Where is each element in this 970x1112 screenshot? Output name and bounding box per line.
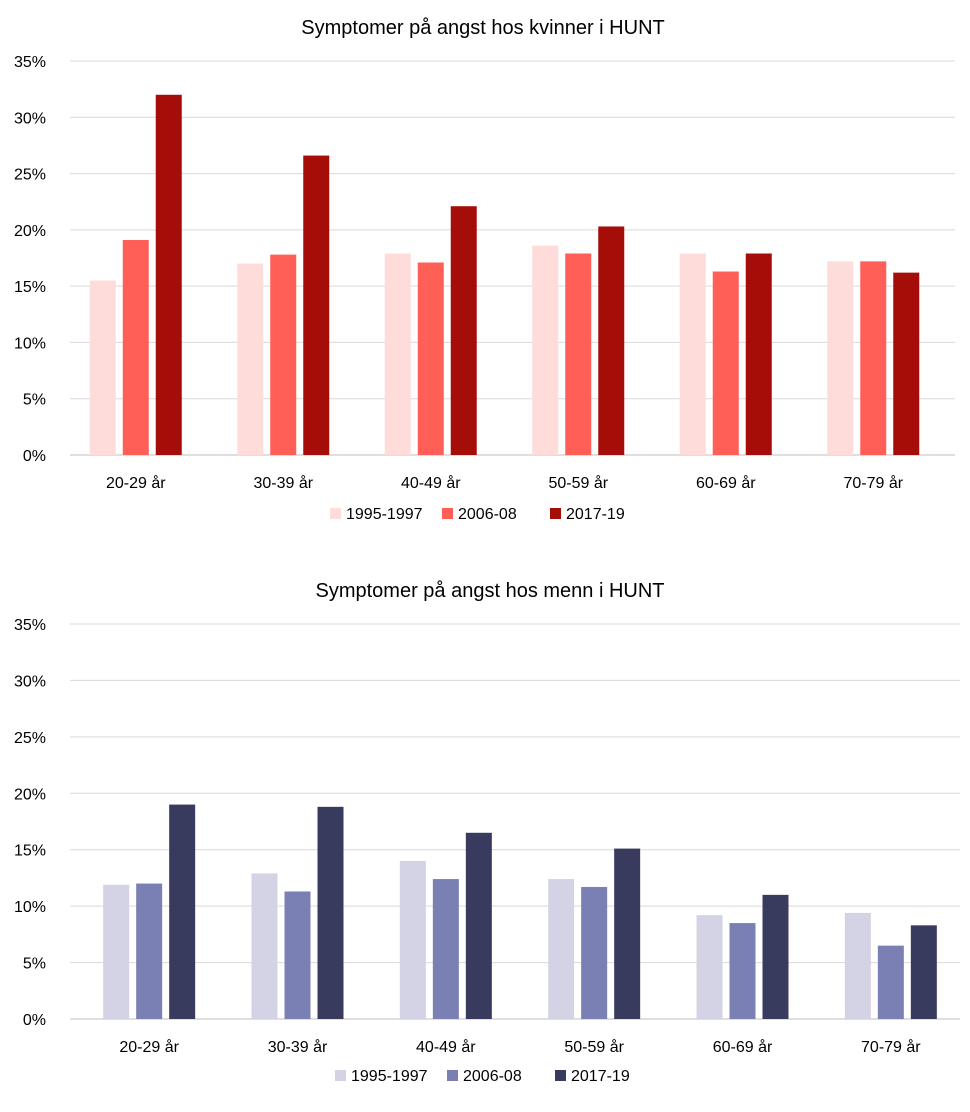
y-tick-label: 10% (14, 335, 46, 352)
legend-label: 1995-1997 (351, 1068, 428, 1085)
x-tick-label: 50-59 år (564, 1038, 624, 1056)
bar-2017-19-30-39år (317, 806, 344, 1019)
y-tick-label: 20% (14, 786, 46, 803)
y-tick-label: 5% (23, 956, 46, 973)
x-tick-label: 20-29 år (119, 1038, 179, 1056)
legend-swatch (335, 1070, 346, 1081)
bar-2006-08-20-29år (136, 883, 163, 1019)
bar-1995-1997-70-79år (827, 261, 854, 455)
x-tick-label: 50-59 år (548, 474, 608, 492)
bar-1995-1997-40-49år (384, 253, 411, 455)
bar-2017-19-60-69år (762, 894, 789, 1019)
bar-1995-1997-20-29år (103, 884, 130, 1019)
bar-2017-19-60-69år (745, 253, 772, 455)
bar-2006-08-50-59år (581, 886, 608, 1019)
y-tick-label: 15% (14, 843, 46, 860)
x-tick-label: 70-79 år (861, 1038, 921, 1056)
legend-swatch (330, 508, 341, 519)
chart-men: Symptomer på angst hos menn i HUNT 0% 5% 1… (14, 580, 960, 1085)
bar-2017-19-30-39år (303, 155, 330, 455)
bar-1995-1997-50-59år (532, 245, 559, 455)
x-tick-label: 20-29 år (106, 474, 166, 492)
y-tick-label: 10% (14, 899, 46, 916)
y-tick-label: 0% (23, 448, 46, 465)
legend-swatch (555, 1070, 566, 1081)
bar-2017-19-70-79år (910, 925, 937, 1019)
bar-2017-19-50-59år (598, 226, 625, 455)
y-tick-label: 35% (14, 617, 46, 634)
bar-1995-1997-40-49år (399, 861, 426, 1019)
bar-2006-08-70-79år (860, 261, 887, 455)
bar-2017-19-40-49år (465, 832, 492, 1019)
legend-label: 1995-1997 (346, 506, 423, 523)
legend-swatch (550, 508, 561, 519)
legend-label: 2006-08 (463, 1068, 522, 1085)
bar-2017-19-20-29år (169, 804, 196, 1019)
chart-title: Symptomer på angst hos kvinner i HUNT (301, 17, 664, 39)
legend-swatch (442, 508, 453, 519)
bar-2017-19-40-49år (450, 206, 477, 455)
bar-2006-08-40-49år (432, 879, 459, 1019)
bar-2006-08-20-29år (122, 239, 149, 455)
y-tick-label: 35% (14, 54, 46, 71)
bar-1995-1997-20-29år (89, 280, 116, 455)
bar-2017-19-50-59år (614, 848, 641, 1019)
bar-1995-1997-70-79år (844, 912, 871, 1019)
x-tick-label: 40-49 år (401, 474, 461, 492)
x-tick-label: 70-79 år (843, 474, 903, 492)
y-tick-label: 30% (14, 110, 46, 127)
bar-2006-08-60-69år (729, 923, 756, 1019)
bar-2006-08-50-59år (565, 253, 592, 455)
y-tick-label: 15% (14, 279, 46, 296)
bar-1995-1997-30-39år (237, 263, 264, 455)
legend-label: 2017-19 (571, 1068, 630, 1085)
x-tick-label: 30-39 år (253, 474, 313, 492)
y-tick-label: 25% (14, 730, 46, 747)
y-tick-label: 25% (14, 167, 46, 184)
x-tick-label: 60-69 år (696, 474, 756, 492)
x-tick-label: 30-39 år (268, 1038, 328, 1056)
bar-2006-08-40-49år (417, 262, 444, 455)
chart-women: Symptomer på angst hos kvinner i HUNT 0%… (14, 17, 955, 523)
bar-2006-08-60-69år (712, 271, 739, 455)
legend-label: 2017-19 (566, 506, 625, 523)
y-tick-label: 5% (23, 392, 46, 409)
x-tick-label: 60-69 år (713, 1038, 773, 1056)
bar-1995-1997-30-39år (251, 873, 278, 1019)
bar-1995-1997-60-69år (696, 915, 723, 1019)
bar-2017-19-70-79år (893, 272, 920, 455)
bar-2006-08-30-39år (284, 891, 311, 1019)
y-tick-label: 0% (23, 1012, 46, 1029)
bar-2006-08-30-39år (270, 254, 297, 455)
bar-2006-08-70-79år (877, 945, 904, 1019)
bar-1995-1997-50-59år (548, 879, 575, 1019)
y-tick-label: 30% (14, 673, 46, 690)
bar-2017-19-20-29år (155, 94, 182, 456)
chart-title: Symptomer på angst hos menn i HUNT (315, 580, 664, 602)
legend-label: 2006-08 (458, 506, 517, 523)
bar-1995-1997-60-69år (679, 253, 706, 455)
y-tick-label: 20% (14, 223, 46, 240)
legend-swatch (447, 1070, 458, 1081)
x-tick-label: 40-49 år (416, 1038, 476, 1056)
